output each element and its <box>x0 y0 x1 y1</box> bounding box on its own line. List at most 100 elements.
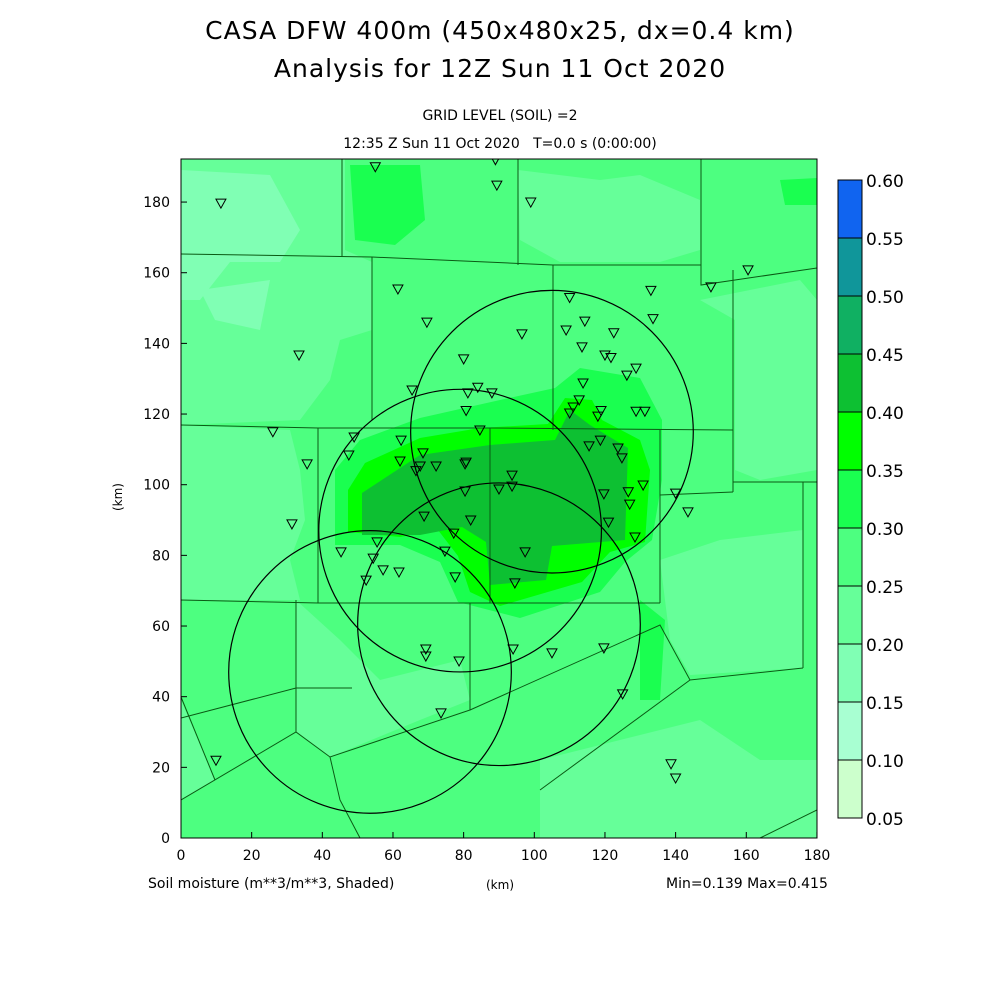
station-triangle-icon <box>419 651 432 663</box>
radar-range-ring <box>357 482 641 767</box>
station-triangle-icon <box>594 435 607 447</box>
x-tick-label: 80 <box>455 848 473 864</box>
x-axis-label: (km) <box>486 878 515 892</box>
station-triangle-icon <box>507 644 519 656</box>
station-triangle-icon <box>460 457 472 469</box>
x-tick-label: 20 <box>243 848 261 864</box>
station-triangle-icon <box>453 656 465 668</box>
station-triangle-icon <box>414 461 427 473</box>
station-triangle-icon <box>669 488 682 500</box>
station-triangle-icon <box>602 517 615 529</box>
station-triangle-icon <box>435 708 447 719</box>
x-tick-label: 180 <box>804 848 831 864</box>
station-triangle-icon <box>360 575 372 587</box>
y-tick-label: 180 <box>143 195 170 211</box>
station-triangle-icon <box>573 395 586 406</box>
field-0.40-region <box>362 410 628 585</box>
station-triangle-icon <box>682 507 694 518</box>
field-label: Soil moisture (m**3/m**3, Shaded) <box>148 876 395 892</box>
station-triangle-icon <box>583 441 595 452</box>
field-0.30-top <box>350 165 817 245</box>
station-triangle-icon <box>417 448 429 459</box>
station-triangle-icon <box>560 325 572 336</box>
y-tick-label: 40 <box>152 690 170 706</box>
y-tick-label: 120 <box>143 407 170 423</box>
station-triangle-icon <box>348 432 360 444</box>
station-triangle-icon <box>621 370 633 382</box>
station-triangle-icon <box>639 406 651 418</box>
station-triangle-icon <box>607 328 620 339</box>
axes: 0 20 40 60 80 100 120 140 160 180 0 20 40 60 80 100 120 1… <box>143 195 830 864</box>
colorbar: 0.05 0.10 0.15 0.20 0.25 0.30 0.35 0.40 0.45 0.50… <box>837 172 904 830</box>
grid-level-label: GRID LEVEL (SOIL) =2 <box>422 108 578 124</box>
colorbar-label: 0.20 <box>866 636 904 656</box>
colorbar-swatch <box>837 411 863 471</box>
x-tick-label: 0 <box>177 848 186 864</box>
colorbar-swatch <box>837 179 863 239</box>
station-triangle-icon <box>457 354 470 365</box>
station-triangle-icon <box>459 486 471 498</box>
station-triangle-icon <box>491 180 503 192</box>
x-tick-label: 120 <box>592 848 619 864</box>
station-triangle-icon <box>491 159 500 166</box>
station-triangle-icon <box>524 197 537 209</box>
station-triangle-icon <box>392 284 404 296</box>
station-triangle-icon <box>563 408 576 420</box>
station-triangle-icon <box>598 643 610 654</box>
station-triangle-icon <box>210 755 222 767</box>
station-triangle-icon <box>367 553 380 565</box>
field-0.15-region <box>181 170 300 330</box>
x-tick-label: 40 <box>313 848 331 864</box>
colorbar-swatch <box>837 585 863 645</box>
time-label: 12:35 Z Sun 11 Oct 2020 T=0.0 s (0:00:00… <box>343 136 657 152</box>
station-triangle-icon <box>286 519 298 530</box>
station-triangle-icon <box>629 532 641 544</box>
colorbar-label: 0.30 <box>866 520 904 540</box>
station-triangle-icon <box>637 480 649 492</box>
station-triangle-icon <box>493 484 505 495</box>
station-triangle-icon <box>630 406 642 418</box>
station-triangle-icon <box>645 285 657 297</box>
station-triangle-icon <box>471 382 484 394</box>
radar-range-rings <box>228 289 694 814</box>
plot-subtitle: Analysis for 12Z Sun 11 Oct 2020 <box>273 54 727 83</box>
station-triangle-icon <box>439 546 451 558</box>
station-triangle-icon <box>410 466 422 477</box>
station-triangle-icon <box>464 515 477 527</box>
station-triangle-icon <box>406 385 418 397</box>
radar-range-ring <box>410 289 694 574</box>
colorbar-label: 0.05 <box>866 810 904 830</box>
colorbar-label: 0.40 <box>866 404 904 424</box>
colorbar-swatch <box>837 701 863 761</box>
station-triangle-icon <box>616 689 629 700</box>
station-triangle-icon <box>215 198 227 210</box>
county-boundaries <box>181 159 817 838</box>
colorbar-swatch <box>837 237 863 297</box>
station-triangle-icon <box>592 411 604 423</box>
station-triangle-icon <box>576 342 588 353</box>
y-tick-label: 100 <box>143 478 170 494</box>
station-triangle-icon <box>486 388 498 399</box>
radar-range-ring <box>318 388 603 673</box>
station-triangle-icon <box>567 402 580 414</box>
station-triangle-icon <box>460 406 472 417</box>
y-tick-label: 160 <box>143 266 170 282</box>
station-triangle-icon <box>665 759 677 770</box>
station-triangle-icon <box>293 350 305 362</box>
plot-frame <box>180 158 818 839</box>
station-triangle-icon <box>301 459 313 470</box>
station-triangle-icon <box>377 565 389 576</box>
station-triangle-icon <box>577 378 589 389</box>
station-triangle-icon <box>669 773 682 784</box>
colorbar-swatch <box>837 295 863 355</box>
y-tick-label: 60 <box>152 619 170 635</box>
colorbar-label: 0.15 <box>866 694 904 714</box>
station-triangle-icon <box>506 470 518 482</box>
min-max-label: Min=0.139 Max=0.415 <box>666 876 828 892</box>
station-triangle-icon <box>335 547 347 558</box>
station-triangle-icon <box>742 265 754 276</box>
colorbar-label: 0.10 <box>866 752 904 772</box>
y-tick-label: 140 <box>143 336 170 352</box>
colorbar-label: 0.25 <box>866 578 904 598</box>
colorbar-label: 0.35 <box>866 462 904 482</box>
